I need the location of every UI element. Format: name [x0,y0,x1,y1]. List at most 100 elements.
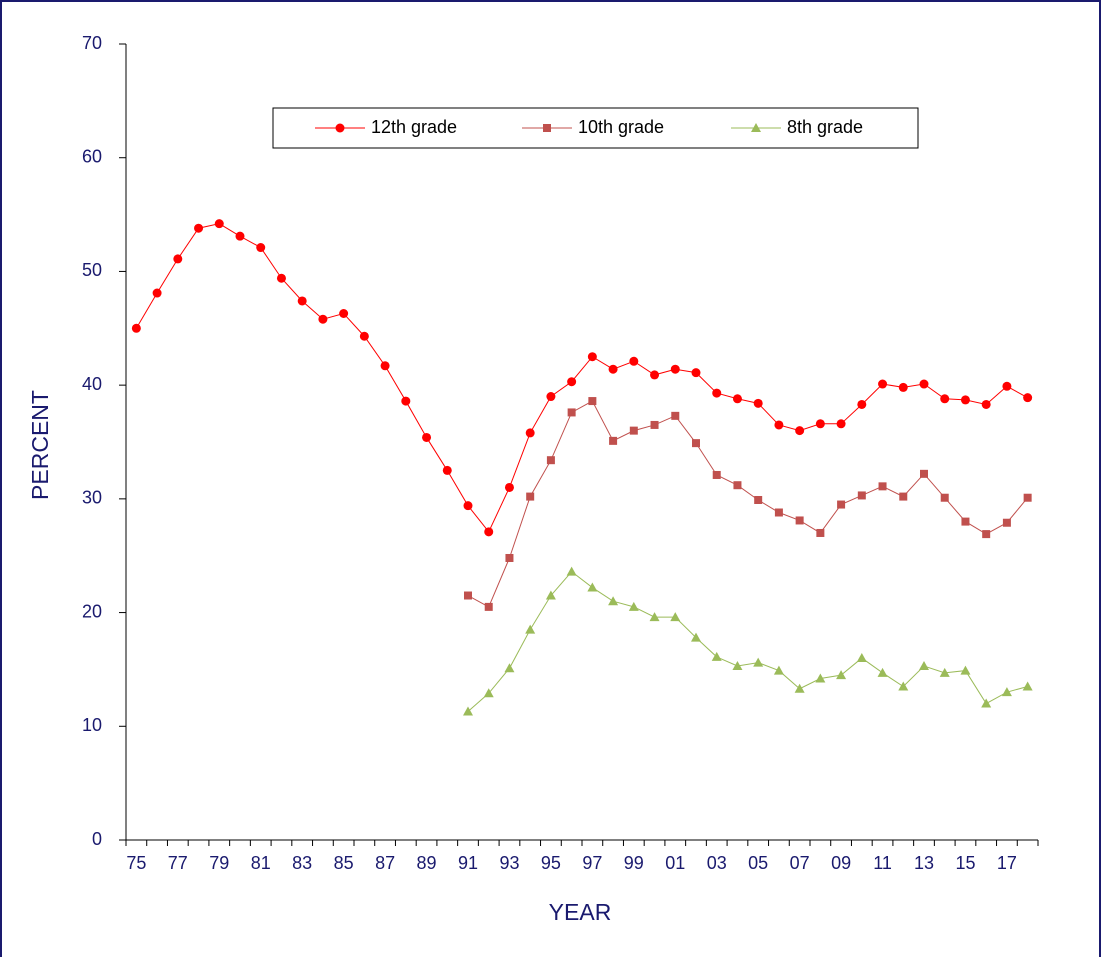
data-point [649,612,660,622]
data-point [711,651,722,661]
data-point [981,698,992,708]
data-point [981,399,991,409]
y-tick-label: 40 [82,374,102,394]
data-point [318,314,328,324]
data-point [898,681,909,691]
data-point [712,388,722,398]
data-point [359,331,369,341]
data-point [629,356,639,366]
x-tick-label: 15 [955,853,975,873]
x-tick-label: 93 [499,853,519,873]
data-point [401,396,411,406]
legend-marker [543,124,551,132]
data-point [297,296,307,306]
data-point [608,364,618,374]
y-tick-label: 60 [82,146,102,166]
y-tick-label: 30 [82,488,102,508]
data-point [856,653,867,663]
data-point [732,661,743,671]
data-point [131,323,141,333]
data-point [235,231,245,241]
x-tick-label: 79 [209,853,229,873]
data-point [650,420,659,429]
data-point [567,408,576,417]
x-tick-label: 85 [334,853,354,873]
x-tick-label: 95 [541,853,561,873]
data-point [525,428,535,438]
x-tick-label: 77 [168,853,188,873]
data-point [525,624,536,634]
data-point [712,470,721,479]
data-point [1023,493,1032,502]
data-point [1022,681,1033,691]
y-axis-label: PERCENT [27,390,53,500]
data-point [899,492,908,501]
data-point [794,683,805,693]
y-tick-label: 20 [82,601,102,621]
x-tick-label: 11 [873,853,892,873]
data-point [380,361,390,371]
data-point [898,382,908,392]
x-tick-label: 97 [582,853,602,873]
x-tick-label: 91 [458,853,478,873]
x-axis-label: YEAR [549,899,612,925]
series-line [467,400,1029,608]
data-point [753,657,764,667]
data-point [795,516,804,525]
data-point [815,673,826,683]
data-point [877,667,888,677]
data-point [422,432,432,442]
data-point [256,243,266,253]
data-point [919,379,929,389]
data-point [629,426,638,435]
data-point [670,364,680,374]
data-point [173,254,183,264]
data-point [545,590,556,600]
data-point [504,663,515,673]
y-tick-label: 0 [92,829,102,849]
x-tick-label: 07 [790,853,810,873]
data-point [504,482,514,492]
data-point [795,426,805,436]
legend-label: 12th grade [371,117,457,137]
data-point [1002,518,1011,527]
data-point [773,665,784,675]
x-tick-label: 81 [251,853,271,873]
x-tick-label: 99 [624,853,644,873]
data-point [878,482,887,491]
data-point [960,395,970,405]
legend-label: 10th grade [578,117,664,137]
data-point [214,219,224,229]
data-point [940,493,949,502]
data-point [692,439,700,448]
data-point [816,528,825,537]
data-point [650,370,660,380]
data-point [463,501,473,511]
data-point [691,632,701,642]
data-point [546,456,555,465]
data-point [753,398,763,408]
data-point [526,492,535,501]
data-point [857,491,866,500]
series-line [135,223,1028,533]
data-point [546,392,556,402]
legend-box [272,107,919,149]
data-point [628,601,639,611]
data-point [1001,687,1012,697]
data-point [505,553,514,562]
data-point [463,706,473,716]
x-tick-label: 89 [417,853,437,873]
data-point [920,469,928,478]
y-tick-label: 50 [82,260,102,280]
data-point [567,377,577,387]
data-point [464,591,472,600]
data-point [857,399,867,409]
data-point [1002,381,1012,391]
x-tick-label: 17 [997,853,1017,873]
data-point [152,288,162,298]
data-point [939,667,950,677]
data-point [587,352,597,362]
data-point [919,661,929,671]
